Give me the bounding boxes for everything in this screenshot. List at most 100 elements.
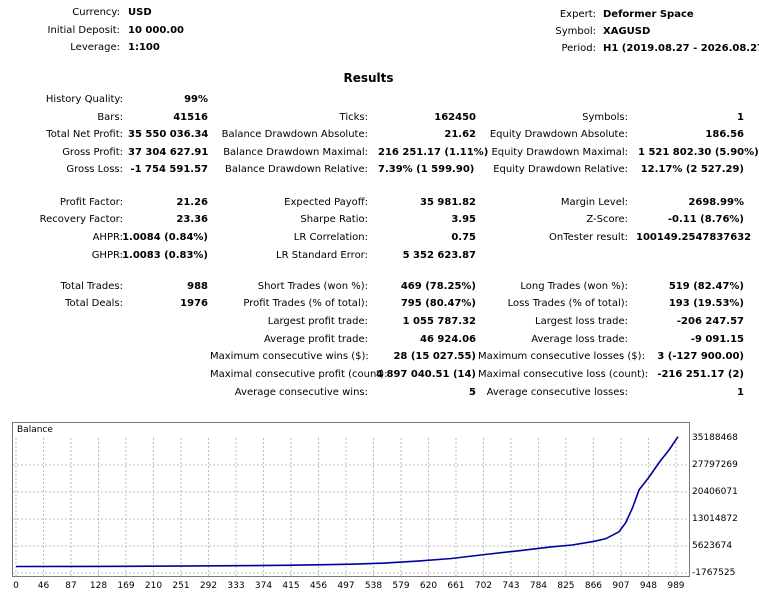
col1-label: Recovery Factor: xyxy=(39,214,123,225)
col2-value: 795 (80.47%) xyxy=(400,298,476,309)
col3-value: 100149.2547837632 xyxy=(636,232,752,243)
col3-value: -206 247.57 xyxy=(676,316,744,327)
col2-value: 3.95 xyxy=(451,214,476,225)
col1-value: 988 xyxy=(187,281,208,292)
x-tick-label: 948 xyxy=(639,581,658,591)
col3-label: Average loss trade: xyxy=(531,334,628,345)
leverage-value: 1:100 xyxy=(128,42,160,53)
x-tick-label: 784 xyxy=(529,581,548,591)
col2-label: Average profit trade: xyxy=(263,334,368,345)
col3-value: -0.11 (8.76%) xyxy=(667,214,744,225)
col2-label: Average consecutive wins: xyxy=(234,387,368,398)
col2-label: Maximum consecutive wins ($): xyxy=(210,351,369,362)
x-tick-label: 866 xyxy=(584,581,603,591)
symbol-value: XAGUSD xyxy=(603,26,651,37)
x-tick-label: 292 xyxy=(199,581,218,591)
y-tick-label: 20406071 xyxy=(692,487,738,497)
col1-value: -1 754 591.57 xyxy=(130,164,208,175)
y-tick-label: 5623674 xyxy=(692,541,733,551)
x-tick-label: 743 xyxy=(502,581,520,591)
col3-label: Equity Drawdown Absolute: xyxy=(489,129,628,140)
col2-label: Balance Drawdown Absolute: xyxy=(221,129,368,140)
y-tick-label: 13014872 xyxy=(692,514,738,524)
col2-label: LR Correlation: xyxy=(293,232,368,243)
col2-label: Profit Trades (% of total): xyxy=(243,298,368,309)
col2-value: 5 352 623.87 xyxy=(402,250,476,261)
col1-value: 21.26 xyxy=(176,197,208,208)
col1-label: Total Deals: xyxy=(65,298,123,309)
col2-label: Balance Drawdown Maximal: xyxy=(223,147,368,158)
col1-label: History Quality: xyxy=(45,94,123,105)
col3-label: Margin Level: xyxy=(560,197,628,208)
currency-label: Currency: xyxy=(72,7,120,18)
x-tick-label: 251 xyxy=(172,581,190,591)
col1-value: 1.0083 (0.83%) xyxy=(122,250,208,261)
col2-label: Sharpe Ratio: xyxy=(300,214,368,225)
x-tick-label: 907 xyxy=(612,581,630,591)
col1-value: 1976 xyxy=(180,298,208,309)
col1-value: 37 304 627.91 xyxy=(128,147,209,158)
period-value: H1 (2019.08.27 - 2026.08.27) xyxy=(603,43,759,54)
x-tick-label: 989 xyxy=(667,581,685,591)
col3-value: 12.17% (2 527.29) xyxy=(640,164,744,175)
col3-value: 1 xyxy=(737,387,744,398)
col2-label: Balance Drawdown Relative: xyxy=(224,164,368,175)
col2-label: Ticks: xyxy=(339,112,368,123)
col3-label: Largest loss trade: xyxy=(535,316,628,327)
expert-label: Expert: xyxy=(559,9,596,20)
x-tick-label: 210 xyxy=(144,581,163,591)
deposit-label: Initial Deposit: xyxy=(47,25,120,36)
y-tick-label: 27797269 xyxy=(692,460,738,470)
col1-label: Total Trades: xyxy=(60,281,124,292)
col3-label: Maximum consecutive losses ($): xyxy=(478,351,645,362)
col2-value: 5 xyxy=(469,387,476,398)
results-title: Results xyxy=(343,71,394,85)
col3-value: 519 (82.47%) xyxy=(668,281,744,292)
col2-value: 0.75 xyxy=(451,232,476,243)
col1-value: 35 550 036.34 xyxy=(128,129,209,140)
col3-label: Long Trades (won %): xyxy=(520,281,628,292)
x-tick-label: 538 xyxy=(364,581,383,591)
col1-label: AHPR: xyxy=(92,232,123,243)
col2-value: 216 251.17 (1.11%) xyxy=(378,147,489,158)
col3-value: 193 (19.53%) xyxy=(668,298,744,309)
col1-label: GHPR: xyxy=(91,250,123,261)
col2-label: Short Trades (won %): xyxy=(257,281,368,292)
col2-label: LR Standard Error: xyxy=(276,250,368,261)
col3-value: 1 521 802.30 (5.90%) xyxy=(638,147,759,158)
deposit-value: 10 000.00 xyxy=(128,25,184,36)
y-tick-label: -1767525 xyxy=(692,568,736,578)
x-tick-label: 456 xyxy=(309,581,328,591)
col1-value: 23.36 xyxy=(176,214,208,225)
x-tick-label: 415 xyxy=(282,581,300,591)
col3-label: OnTester result: xyxy=(548,232,628,243)
col2-value: 4 897 040.51 (14) xyxy=(376,369,476,380)
col1-value: 1.0084 (0.84%) xyxy=(122,232,208,243)
col2-value: 35 981.82 xyxy=(420,197,476,208)
col1-label: Profit Factor: xyxy=(59,197,123,208)
col3-value: 3 (-127 900.00) xyxy=(657,351,744,362)
col1-label: Gross Profit: xyxy=(62,147,123,158)
col3-label: Symbols: xyxy=(582,112,628,123)
col2-label: Maximal consecutive profit (count): xyxy=(210,369,388,380)
x-tick-label: 620 xyxy=(419,581,438,591)
col2-label: Largest profit trade: xyxy=(267,316,368,327)
col2-value: 28 (15 027.55) xyxy=(393,351,476,362)
col3-label: Z-Score: xyxy=(586,214,628,225)
col3-value: 186.56 xyxy=(705,129,744,140)
x-tick-label: 825 xyxy=(557,581,575,591)
expert-value: Deformer Space xyxy=(603,9,694,20)
x-tick-label: 46 xyxy=(37,581,50,591)
x-tick-label: 333 xyxy=(227,581,245,591)
x-tick-label: 169 xyxy=(117,581,135,591)
x-tick-label: 579 xyxy=(392,581,410,591)
leverage-label: Leverage: xyxy=(70,42,120,53)
x-tick-label: 661 xyxy=(447,581,465,591)
col2-value: 162450 xyxy=(434,112,476,123)
balance-chart: Balance xyxy=(12,422,690,577)
col1-label: Total Net Profit: xyxy=(46,129,123,140)
x-tick-label: 374 xyxy=(254,581,273,591)
col2-value: 469 (78.25%) xyxy=(400,281,476,292)
col1-label: Gross Loss: xyxy=(66,164,123,175)
col2-value: 1 055 787.32 xyxy=(402,316,476,327)
